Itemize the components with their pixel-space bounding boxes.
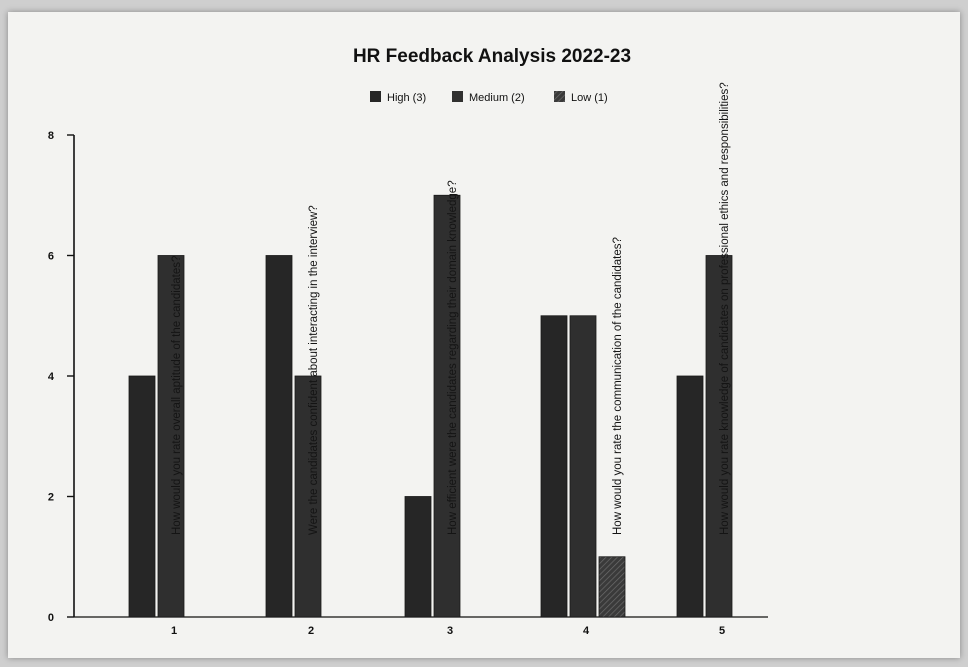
bar-2-2	[294, 375, 322, 618]
question-label-4: How would you rate the communication of …	[612, 237, 624, 535]
legend-swatch-1	[370, 91, 381, 102]
bar-4-1	[540, 315, 568, 618]
bar-3-1	[404, 496, 432, 618]
question-label-1: How would you rate overall aptitude of t…	[171, 256, 183, 535]
y-tick-label-0: 0	[48, 612, 54, 624]
legend-label-1: High (3)	[387, 92, 426, 104]
bar-3-2	[433, 194, 461, 618]
chart-title: HR Feedback Analysis 2022-23	[353, 46, 631, 67]
bar-chart: HR Feedback Analysis 2022-23 High (3) Med…	[48, 46, 768, 637]
bar-4-3	[598, 556, 626, 618]
x-tick-label-2: 2	[308, 625, 314, 637]
chart-page: HR Feedback Analysis 2022-23 High (3) Med…	[8, 12, 960, 658]
bar-1-1	[128, 375, 156, 618]
question-label-2: Were the candidates confident about inte…	[308, 205, 320, 535]
y-tick-label-6: 6	[48, 251, 54, 263]
x-tick-label-1: 1	[171, 625, 177, 637]
legend-swatch-2	[452, 91, 463, 102]
question-label-3: How efficient were the candidates regard…	[447, 180, 459, 535]
legend: High (3) Medium (2) Low (1)	[370, 91, 608, 104]
legend-swatch-3	[554, 91, 565, 102]
bar-4-2	[569, 315, 597, 618]
bar-5-1	[676, 375, 704, 618]
y-tick-label-8: 8	[48, 130, 54, 142]
x-tick-label-4: 4	[583, 625, 590, 637]
bar-1-2	[157, 255, 185, 618]
question-labels: 1 How would you rate overall aptitude of …	[171, 82, 731, 637]
question-label-5: How would you rate knowledge of candidat…	[719, 82, 731, 535]
axes: 0 2 4 6 8	[48, 130, 768, 624]
y-tick-label-4: 4	[48, 371, 55, 383]
bars	[128, 194, 733, 618]
x-tick-label-3: 3	[447, 625, 453, 637]
x-tick-label-5: 5	[719, 625, 725, 637]
y-tick-label-2: 2	[48, 492, 54, 504]
bar-5-2	[705, 255, 733, 618]
legend-label-3: Low (1)	[571, 92, 608, 104]
bar-2-1	[265, 255, 293, 618]
legend-label-2: Medium (2)	[469, 92, 525, 104]
